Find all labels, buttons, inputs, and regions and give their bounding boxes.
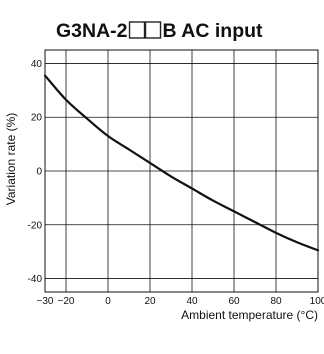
y-tick-label: 20 [31,113,43,124]
y-tick-label: -40 [28,274,43,285]
x-axis-ticks: −30 −20 0 20 40 60 80 100 [37,296,324,307]
x-tick-label: 20 [144,296,156,307]
title-placeholder-box [128,21,146,39]
chart-title: G3NA-2 B AC input [56,20,263,42]
x-tick-label: 100 [310,296,324,307]
y-axis-label: Variation rate (%) [4,113,18,205]
chart-title-prefix: G3NA-2 [56,20,128,42]
title-placeholder-box [144,21,162,39]
y-axis-ticks: 40 20 0 -20 -40 [28,59,43,285]
chart-title-suffix: B AC input [163,20,264,42]
y-tick-label: 40 [31,59,43,70]
grid [45,50,318,292]
x-tick-label: −30 [37,296,54,307]
x-tick-label: 0 [105,296,111,307]
x-axis-label: Ambient temperature (°C) [181,308,318,322]
x-tick-label: 40 [186,296,198,307]
y-tick-label: -20 [28,220,43,231]
y-tick-label: 0 [36,167,42,178]
x-tick-label: 60 [228,296,240,307]
plot-frame [44,49,319,293]
series-line [43,74,320,252]
x-tick-label: −20 [58,296,75,307]
x-tick-label: 80 [270,296,282,307]
